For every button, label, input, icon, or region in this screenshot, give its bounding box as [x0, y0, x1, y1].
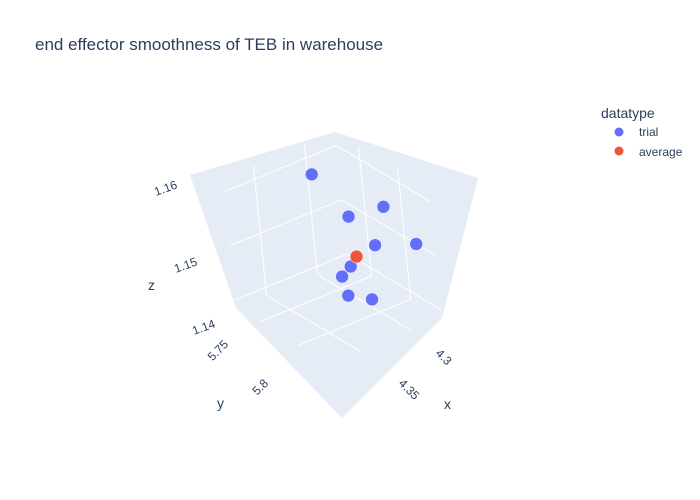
- x-gridline-wall: [397, 169, 412, 300]
- z-gridline-wall-right: [346, 253, 442, 311]
- data-point-trial[interactable]: [304, 167, 319, 182]
- z-gridline-wall-left: [224, 145, 337, 193]
- z-tick-label: 1.14: [190, 317, 217, 338]
- legend-label-trial: trial: [639, 125, 658, 139]
- x-gridline-wall: [358, 145, 372, 277]
- data-point-average[interactable]: [349, 249, 364, 264]
- legend-marker-trial: [614, 127, 624, 137]
- z-gridline-wall-left: [229, 199, 342, 247]
- grid-lines: [224, 144, 442, 352]
- legend-marker-average: [614, 146, 624, 156]
- z-gridline-wall-right: [336, 145, 431, 202]
- data-point-trial[interactable]: [368, 238, 382, 252]
- z-axis-title: z: [148, 277, 155, 293]
- y-gridline-wall: [303, 144, 318, 275]
- data-point-trial[interactable]: [376, 200, 391, 214]
- floor-pane: [236, 262, 442, 418]
- y-tick-label: 5.8: [249, 376, 271, 398]
- y-gridline-floor: [266, 295, 361, 352]
- y-gridline-wall: [253, 165, 268, 296]
- data-points: [304, 167, 423, 307]
- legend-label-average: average: [639, 145, 683, 159]
- data-point-trial[interactable]: [341, 209, 356, 224]
- data-point-trial[interactable]: [335, 269, 349, 284]
- y-gridline-floor: [317, 274, 412, 331]
- x-gridline-floor: [298, 298, 411, 346]
- legend-item-trial[interactable]: trial: [614, 125, 659, 139]
- y-tick-label: 5.75: [205, 337, 232, 364]
- legend: datatype trial average: [601, 105, 683, 159]
- data-point-trial[interactable]: [341, 288, 356, 303]
- x-gridline-floor: [259, 275, 372, 323]
- x-tick-label: 4.35: [396, 376, 423, 403]
- z-tick-label: 1.15: [172, 255, 199, 276]
- z-tick-label: 1.16: [152, 178, 179, 199]
- legend-title: datatype: [601, 105, 655, 121]
- x-tick-label: 4.3: [433, 346, 455, 368]
- legend-item-average[interactable]: average: [614, 145, 683, 159]
- data-point-trial[interactable]: [409, 237, 423, 251]
- chart-title: end effector smoothness of TEB in wareho…: [35, 35, 383, 54]
- y-axis-title: y: [217, 395, 224, 411]
- x-axis-title: x: [444, 396, 451, 412]
- scene: [190, 132, 478, 418]
- data-point-trial[interactable]: [365, 292, 379, 307]
- z-gridline-wall-left: [234, 253, 348, 301]
